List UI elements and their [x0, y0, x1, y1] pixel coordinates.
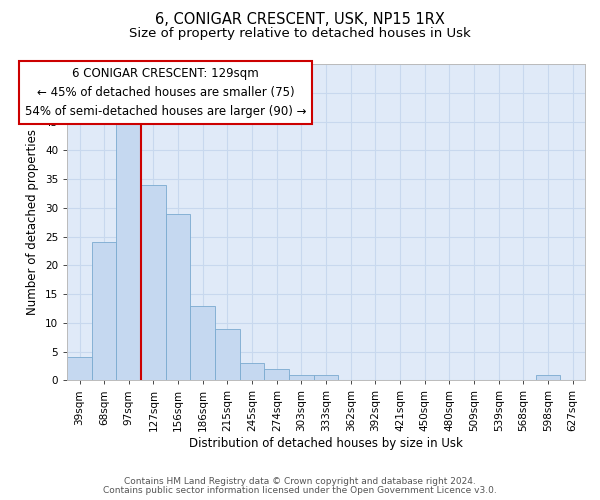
Text: Contains public sector information licensed under the Open Government Licence v3: Contains public sector information licen…	[103, 486, 497, 495]
Bar	[536, 374, 560, 380]
Text: 6 CONIGAR CRESCENT: 129sqm
← 45% of detached houses are smaller (75)
54% of semi: 6 CONIGAR CRESCENT: 129sqm ← 45% of deta…	[25, 67, 307, 118]
Bar	[289, 374, 314, 380]
Bar	[215, 328, 240, 380]
Bar	[265, 369, 289, 380]
Y-axis label: Number of detached properties: Number of detached properties	[26, 129, 40, 315]
Bar	[314, 374, 338, 380]
Bar	[166, 214, 190, 380]
Text: Contains HM Land Registry data © Crown copyright and database right 2024.: Contains HM Land Registry data © Crown c…	[124, 477, 476, 486]
Bar	[92, 242, 116, 380]
Text: 6, CONIGAR CRESCENT, USK, NP15 1RX: 6, CONIGAR CRESCENT, USK, NP15 1RX	[155, 12, 445, 28]
Bar	[190, 306, 215, 380]
X-axis label: Distribution of detached houses by size in Usk: Distribution of detached houses by size …	[189, 437, 463, 450]
Bar	[141, 185, 166, 380]
Bar	[67, 358, 92, 380]
Text: Size of property relative to detached houses in Usk: Size of property relative to detached ho…	[129, 28, 471, 40]
Bar	[240, 363, 265, 380]
Bar	[116, 122, 141, 380]
